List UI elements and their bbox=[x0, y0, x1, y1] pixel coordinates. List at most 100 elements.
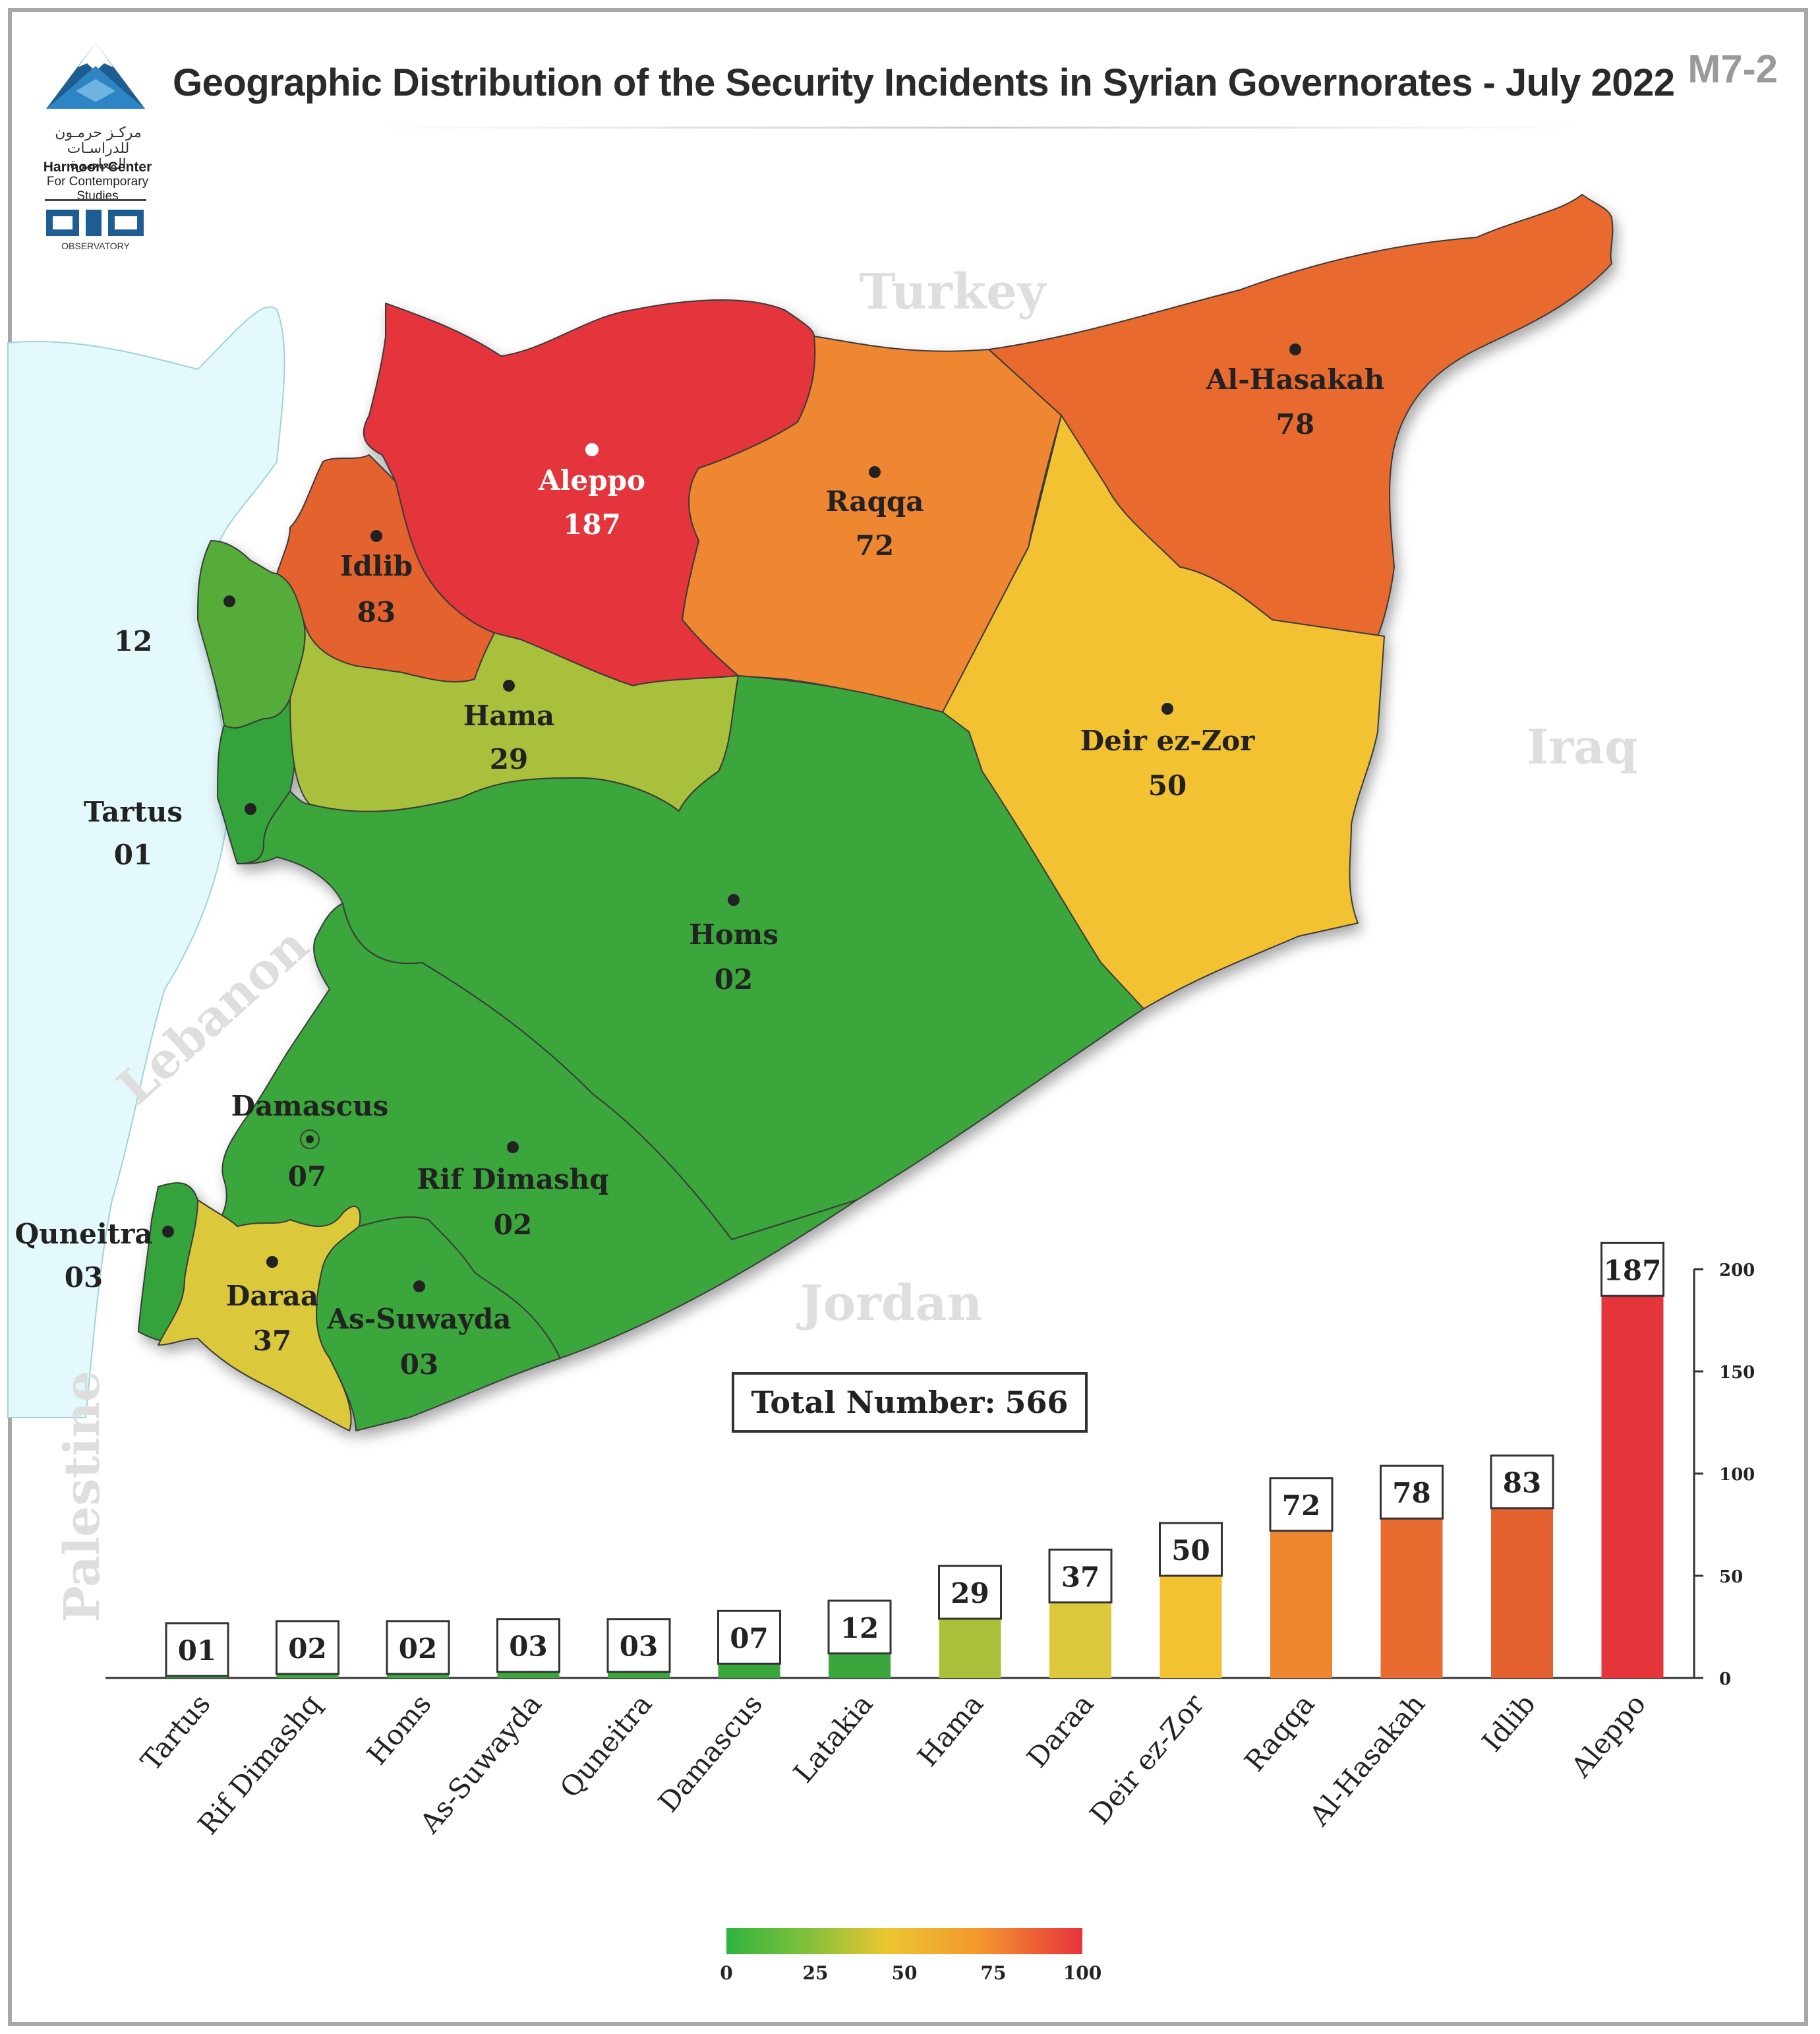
bar-value-label: 187 bbox=[1604, 1254, 1662, 1286]
label-idlib-name: Idlib bbox=[340, 550, 413, 582]
color-scale-tick: 100 bbox=[1063, 1962, 1102, 1984]
bar-value-box bbox=[717, 1609, 781, 1665]
label-deir-ez-zor-name: Deir ez-Zor bbox=[1080, 725, 1256, 757]
title-divider bbox=[369, 127, 1589, 129]
category-label: Daraa bbox=[1020, 1688, 1100, 1774]
bar-al-hasakah bbox=[1380, 1518, 1443, 1678]
label-idlib-value: 83 bbox=[357, 596, 396, 628]
color-scale-bar bbox=[726, 1928, 1082, 1954]
label-aleppo-name: Aleppo bbox=[538, 464, 645, 496]
bar-value-box bbox=[938, 1565, 1002, 1620]
category-label: Idlib bbox=[1476, 1688, 1542, 1758]
category-label: Raqqa bbox=[1238, 1688, 1320, 1778]
bar-value-label: 29 bbox=[951, 1577, 989, 1609]
label-as-suwayda-name: As-Suwayda bbox=[327, 1303, 512, 1335]
bar-value-label: 03 bbox=[620, 1630, 658, 1663]
bar-value-box bbox=[1048, 1548, 1113, 1603]
label-homs-value: 02 bbox=[715, 963, 753, 996]
bar-value-box bbox=[165, 1622, 229, 1677]
country-jordan: Jordan bbox=[796, 1275, 983, 1332]
marker-hama bbox=[503, 680, 515, 692]
category-label: Deir ez-Zor bbox=[1084, 1687, 1211, 1830]
bar-raqqa bbox=[1270, 1530, 1332, 1678]
bar-damascus bbox=[718, 1663, 780, 1678]
country-iraq: Iraq bbox=[1527, 719, 1638, 775]
bar-deir-ez-zor bbox=[1160, 1576, 1222, 1678]
category-label: Tartus bbox=[134, 1688, 217, 1777]
category-label: Al-Hasakah bbox=[1303, 1688, 1431, 1832]
bar-value-box bbox=[606, 1618, 671, 1673]
bar-value-box bbox=[1269, 1477, 1334, 1532]
country-palestine: Palestine bbox=[54, 1371, 111, 1623]
label-quneitra-name: Quneitra bbox=[15, 1218, 152, 1250]
label-tartus-name: Tartus bbox=[84, 796, 183, 828]
bar-value-box bbox=[496, 1618, 560, 1673]
page-title: Geographic Distribution of the Security … bbox=[173, 61, 1675, 104]
y-tick-label: 150 bbox=[1719, 1363, 1755, 1383]
bar-value-label: 02 bbox=[399, 1632, 437, 1665]
label-hama-value: 29 bbox=[490, 743, 528, 775]
logo-arabic-text: مركـز حرمـون للدراسـات المعاصرة bbox=[55, 125, 142, 173]
map-code: M7-2 bbox=[1688, 47, 1778, 91]
bar-latakia bbox=[829, 1653, 891, 1678]
bar-aleppo bbox=[1601, 1296, 1664, 1678]
label-damascus-value: 07 bbox=[288, 1160, 326, 1193]
marker-aleppo bbox=[585, 443, 599, 456]
color-scale-tick: 0 bbox=[720, 1962, 733, 1984]
color-scale-tick: 25 bbox=[802, 1962, 829, 1984]
bar-rif-dimashq bbox=[276, 1673, 339, 1678]
label-deir-ez-zor-value: 50 bbox=[1148, 769, 1187, 802]
region-al-hasakah[interactable] bbox=[988, 194, 1614, 637]
y-tick-label: 50 bbox=[1719, 1567, 1743, 1587]
bar-value-label: 72 bbox=[1282, 1489, 1320, 1522]
bar-value-box bbox=[386, 1620, 450, 1675]
label-tartus-value: 01 bbox=[114, 839, 152, 871]
bar-value-box bbox=[1600, 1241, 1664, 1297]
bar-value-label: 03 bbox=[509, 1630, 547, 1663]
marker-damascus bbox=[306, 1135, 314, 1143]
bar-hama bbox=[939, 1619, 1001, 1678]
y-tick-label: 0 bbox=[1719, 1669, 1731, 1689]
bar-value-label: 37 bbox=[1061, 1561, 1100, 1593]
bar-tartus bbox=[166, 1675, 228, 1678]
y-tick-label: 200 bbox=[1719, 1261, 1755, 1280]
marker-latakia bbox=[223, 595, 235, 607]
label-aleppo-value: 187 bbox=[563, 508, 621, 541]
total-number-box: Total Number: 566 bbox=[732, 1372, 1088, 1433]
bar-value-box bbox=[1380, 1464, 1444, 1520]
label-rif-dimashq-name: Rif Dimashq bbox=[417, 1163, 608, 1195]
bar-value-box bbox=[276, 1620, 339, 1675]
bar-value-box bbox=[1159, 1522, 1223, 1577]
marker-deir-ez-zor bbox=[1161, 703, 1173, 715]
bar-value-label: 07 bbox=[730, 1622, 768, 1654]
category-label: Hama bbox=[911, 1688, 989, 1772]
label-damascus-name: Damascus bbox=[231, 1090, 389, 1122]
bar-idlib bbox=[1491, 1508, 1553, 1678]
marker-daraa bbox=[266, 1256, 278, 1268]
marker-as-suwayda bbox=[413, 1280, 425, 1292]
bar-daraa bbox=[1049, 1602, 1111, 1678]
bar-value-label: 12 bbox=[840, 1612, 879, 1644]
label-daraa-name: Daraa bbox=[226, 1280, 318, 1312]
color-scale-tick: 75 bbox=[980, 1962, 1007, 1984]
label-as-suwayda-value: 03 bbox=[400, 1348, 438, 1381]
observatory-label: OBSERVATORY bbox=[61, 241, 130, 251]
marker-quneitra bbox=[162, 1226, 174, 1238]
category-label: Latakia bbox=[787, 1688, 879, 1789]
region-as-suwayda[interactable] bbox=[316, 1216, 561, 1431]
y-tick-label: 100 bbox=[1719, 1465, 1755, 1485]
label-raqqa-value: 72 bbox=[856, 529, 894, 562]
label-daraa-value: 37 bbox=[253, 1325, 291, 1357]
marker-idlib bbox=[370, 530, 382, 542]
marker-raqqa bbox=[869, 466, 881, 478]
marker-tartus bbox=[245, 803, 256, 815]
bar-value-box bbox=[1490, 1454, 1554, 1510]
label-latakia-value: 12 bbox=[114, 625, 152, 657]
bar-as-suwayda bbox=[497, 1671, 560, 1678]
category-label: Damascus bbox=[652, 1688, 769, 1818]
marker-al-hasakah bbox=[1289, 344, 1301, 355]
category-label: Aleppo bbox=[1564, 1688, 1652, 1783]
label-quneitra-value: 03 bbox=[65, 1261, 103, 1294]
bar-value-label: 83 bbox=[1503, 1467, 1541, 1499]
